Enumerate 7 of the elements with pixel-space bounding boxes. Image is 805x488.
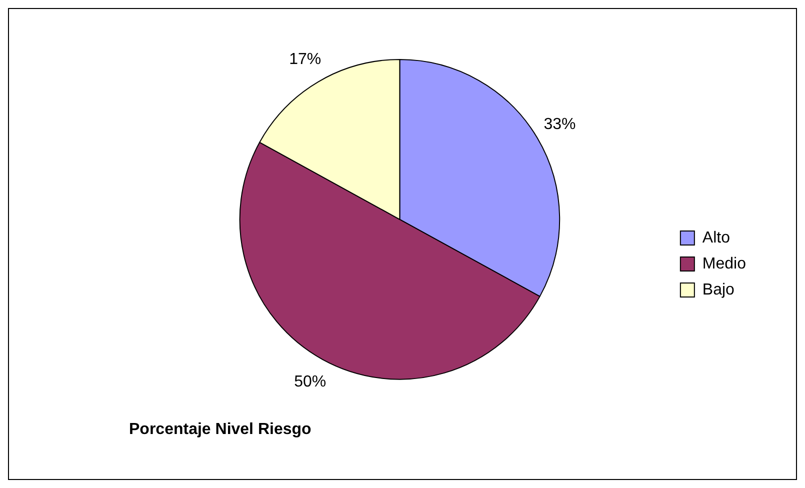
legend-label: Bajo (702, 281, 735, 298)
data-label: 17% (289, 50, 322, 68)
legend-label: Alto (702, 229, 730, 246)
data-label: 50% (294, 374, 326, 391)
text: Porcentaje Nivel Riesgo (129, 420, 312, 438)
legend-label: Medio (702, 255, 746, 272)
data-label: 33% (544, 116, 576, 134)
